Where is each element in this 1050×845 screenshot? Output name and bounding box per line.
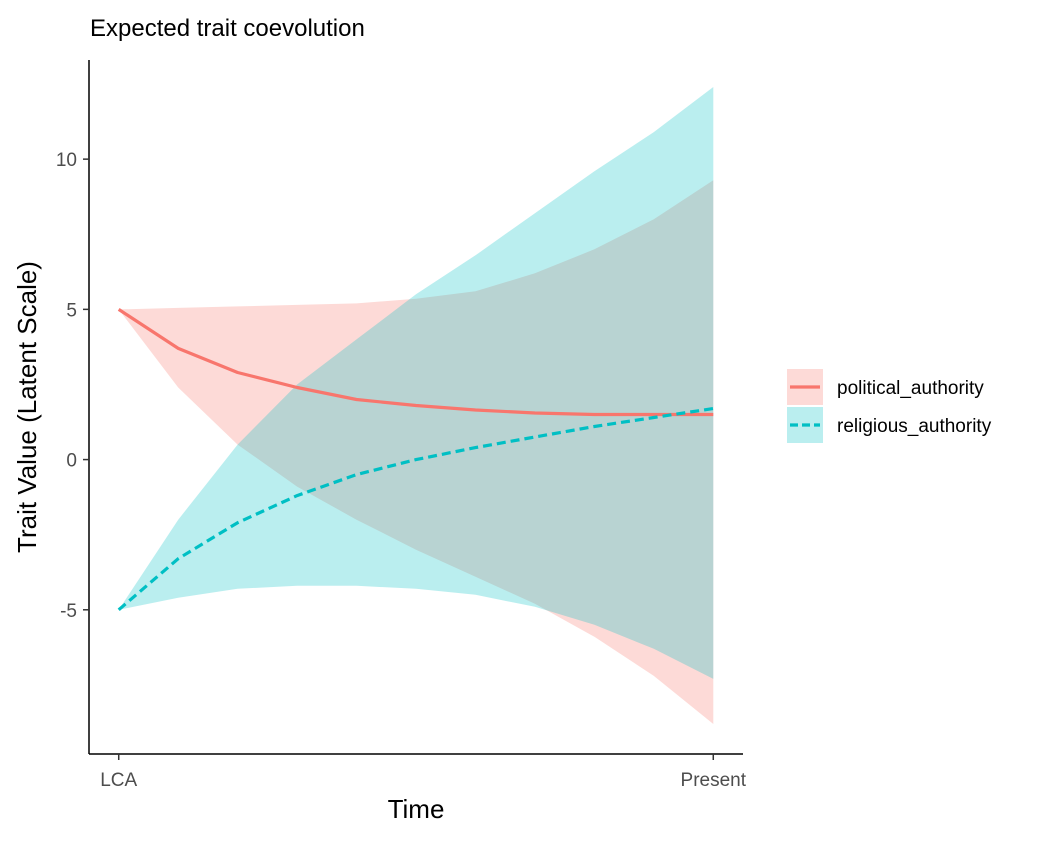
line-religious-authority (117, 406, 714, 612)
y-ticks: -5 0 5 10 (56, 150, 89, 622)
ribbons (118, 87, 714, 724)
x-ticks: LCA Present (100, 754, 747, 791)
series-lines (117, 308, 714, 612)
legend-item-political-authority: political_authority (787, 369, 984, 405)
y-tick-label: 0 (66, 451, 77, 472)
y-tick-label: -5 (60, 601, 77, 622)
legend-label-religious-authority: religious_authority (837, 416, 992, 437)
y-tick-label: 10 (56, 150, 77, 171)
y-axis-title: Trait Value (Latent Scale) (12, 261, 42, 553)
chart-title: Expected trait coevolution (90, 15, 365, 42)
y-tick-label: 5 (66, 300, 77, 321)
line-political-authority (117, 308, 714, 417)
legend: political_authority religious_authority (787, 369, 992, 443)
legend-item-religious-authority: religious_authority (787, 407, 992, 443)
ribbon-political-authority (118, 180, 714, 724)
x-tick-label: Present (681, 770, 747, 791)
legend-label-political-authority: political_authority (837, 378, 984, 399)
x-tick-label: LCA (100, 770, 137, 791)
x-axis-title: Time (388, 794, 445, 824)
ribbon-religious-authority (118, 87, 714, 679)
